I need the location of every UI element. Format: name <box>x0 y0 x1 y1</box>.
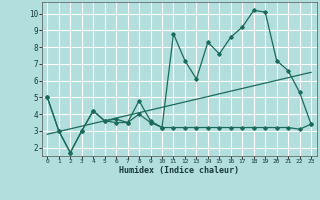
X-axis label: Humidex (Indice chaleur): Humidex (Indice chaleur) <box>119 166 239 175</box>
